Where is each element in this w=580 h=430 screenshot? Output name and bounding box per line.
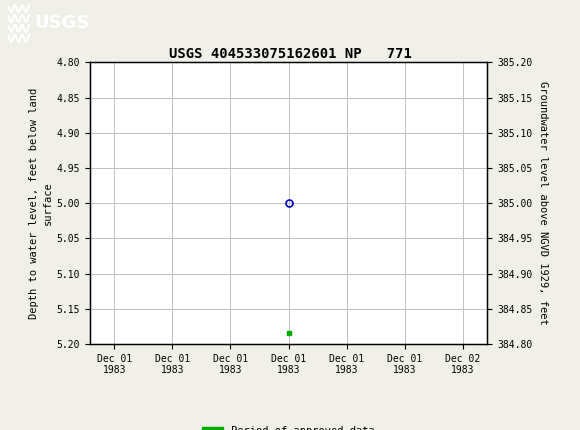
Text: USGS 404533075162601 NP   771: USGS 404533075162601 NP 771 — [169, 47, 411, 61]
Legend: Period of approved data: Period of approved data — [198, 422, 379, 430]
Text: USGS: USGS — [35, 14, 90, 31]
Y-axis label: Groundwater level above NGVD 1929, feet: Groundwater level above NGVD 1929, feet — [538, 81, 548, 325]
Y-axis label: Depth to water level, feet below land
surface: Depth to water level, feet below land su… — [30, 88, 53, 319]
